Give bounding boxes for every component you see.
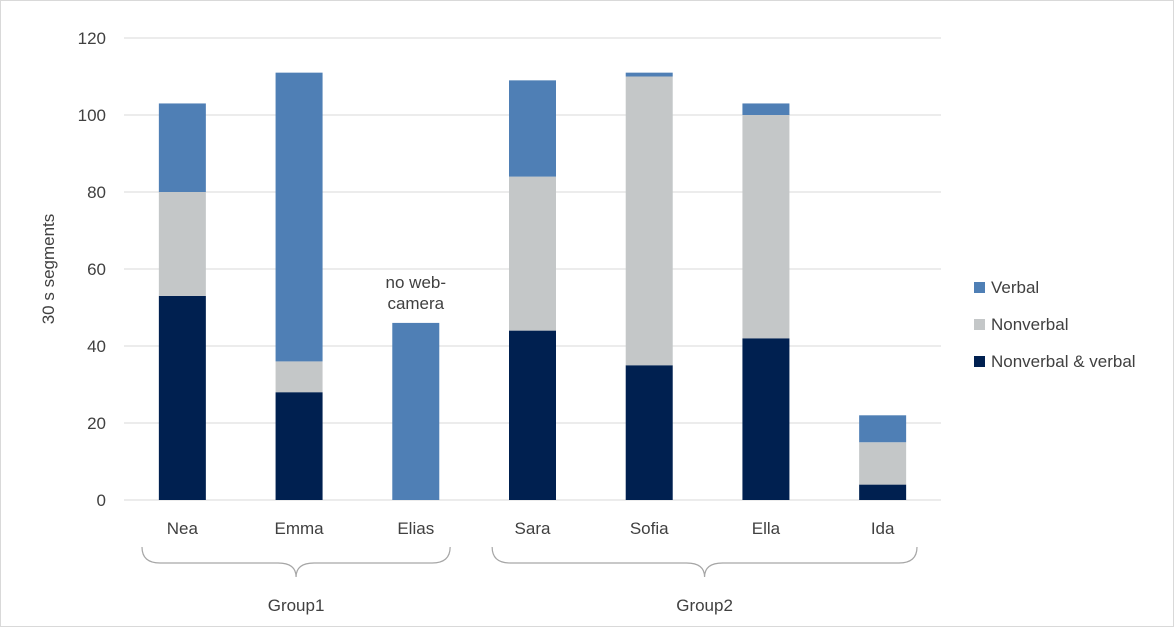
legend-label-nonverbal-and-verbal: Nonverbal & verbal — [991, 352, 1136, 371]
x-tick-label-emma: Emma — [275, 519, 325, 538]
annotation-text: no web- — [386, 273, 446, 292]
bar-ella-nonverbal-and-verbal — [742, 338, 790, 500]
y-tick-label: 40 — [87, 337, 106, 356]
y-tick-label: 20 — [87, 414, 106, 433]
group-brackets: Group1 Group2 — [141, 546, 918, 615]
legend-swatch-verbal — [974, 282, 985, 293]
bar-ida-nonverbal — [859, 442, 907, 485]
legend-swatch-nonverbal — [974, 319, 985, 330]
group-bracket-group2 — [491, 546, 918, 578]
legend-label-nonverbal: Nonverbal — [991, 315, 1069, 334]
y-tick-label: 0 — [97, 491, 106, 510]
bar-sofia-nonverbal — [625, 76, 673, 366]
bar-emma-verbal — [275, 72, 323, 362]
group-label-group1: Group1 — [268, 596, 325, 615]
bar-emma-nonverbal-and-verbal — [275, 392, 323, 500]
y-tick-label: 60 — [87, 260, 106, 279]
group-bracket-group1 — [141, 546, 451, 578]
x-tick-label-ella: Ella — [752, 519, 781, 538]
annotation-text: camera — [387, 294, 444, 313]
bar-sofia-verbal — [625, 72, 673, 77]
bar-sara-nonverbal — [509, 176, 556, 331]
y-tick-label: 80 — [87, 183, 106, 202]
bar-ella-nonverbal — [742, 115, 790, 339]
bar-elias-verbal — [392, 322, 440, 500]
y-tick-label: 100 — [78, 106, 106, 125]
legend-swatch-nonverbal-and-verbal — [974, 356, 985, 367]
x-tick-label-ida: Ida — [871, 519, 895, 538]
bar-nea-verbal — [158, 103, 206, 192]
y-axis-title: 30 s segments — [39, 214, 58, 325]
bar-sofia-nonverbal-and-verbal — [625, 365, 673, 500]
x-tick-label-sara: Sara — [515, 519, 551, 538]
x-tick-labels: Nea Emma Elias Sara Sofia Ella Ida — [167, 519, 895, 538]
x-tick-label-elias: Elias — [397, 519, 434, 538]
x-tick-label-nea: Nea — [167, 519, 199, 538]
bar-nea-nonverbal — [158, 192, 206, 296]
y-tick-label: 120 — [78, 29, 106, 48]
bar-ella-verbal — [742, 103, 790, 115]
legend-label-verbal: Verbal — [991, 278, 1039, 297]
x-tick-label-sofia: Sofia — [630, 519, 669, 538]
bars — [158, 72, 907, 500]
annotations: no web-camera — [386, 273, 446, 313]
bar-nea-nonverbal-and-verbal — [158, 295, 206, 500]
bar-emma-nonverbal — [275, 361, 323, 393]
bar-ida-verbal — [859, 415, 907, 443]
group-label-group2: Group2 — [676, 596, 733, 615]
legend: Verbal Nonverbal Nonverbal & verbal — [974, 278, 1136, 371]
bar-sara-verbal — [509, 80, 556, 177]
y-tick-labels: 0 20 40 60 80 100 120 — [78, 29, 106, 510]
bar-sara-nonverbal-and-verbal — [509, 330, 556, 500]
bar-ida-nonverbal-and-verbal — [859, 484, 907, 500]
